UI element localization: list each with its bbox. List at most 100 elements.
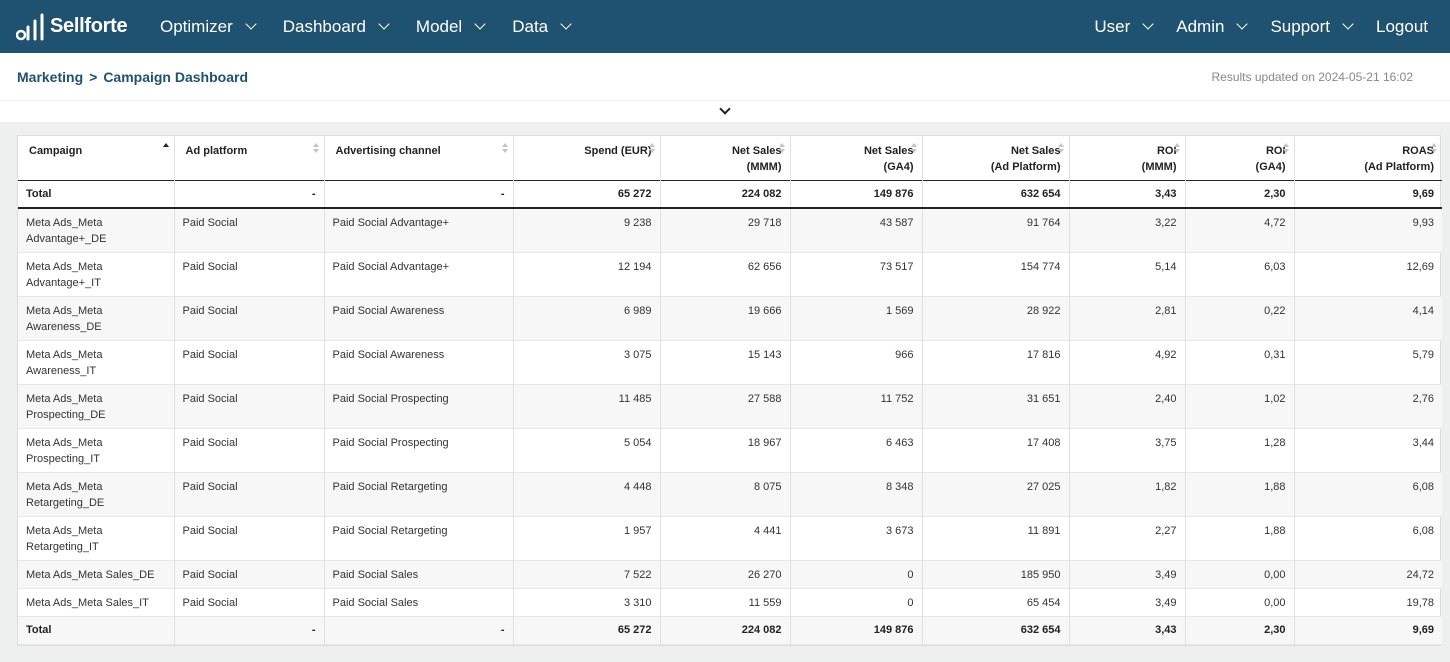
table-row[interactable]: Meta Ads_Meta Sales_IT Paid Social Paid … [18,588,1442,616]
cell-campaign: Meta Ads_Meta Awareness_DE [18,296,175,340]
table-row[interactable]: Meta Ads_Meta Retargeting_DE Paid Social … [18,472,1442,516]
cell-ad-platform: Paid Social [174,428,325,472]
total-roi-mmm: 3,43 [1069,616,1186,644]
cell-spend: 1 957 [513,516,661,560]
table-row[interactable]: Meta Ads_Meta Sales_DE Paid Social Paid … [18,560,1442,588]
cell-roi-ga4: 1,88 [1185,472,1295,516]
table-row[interactable]: Meta Ads_Meta Advantage+_DE Paid Social P… [18,208,1442,252]
cell-channel: Paid Social Awareness [324,340,514,384]
table-header-row: Campaign Ad platform Advertising channel… [18,136,1442,180]
cell-net-sales-mmm: 29 718 [660,208,791,252]
table-row[interactable]: Meta Ads_Meta Awareness_DE Paid Social Pa… [18,296,1442,340]
total-net-sales-mmm: 224 082 [660,616,791,644]
sellforte-logo[interactable]: Sellforte [0,13,150,41]
cell-roi-mmm: 4,92 [1069,340,1186,384]
cell-channel: Paid Social Prospecting [324,428,514,472]
chevron-down-icon[interactable] [719,103,731,115]
filter-collapse-bar [0,100,1450,122]
nav-optimizer-label: Optimizer [160,16,233,36]
table-row[interactable]: Meta Ads_Meta Retargeting_IT Paid Social … [18,516,1442,560]
cell-roi-ga4: 0,00 [1185,588,1295,616]
nav-dashboard[interactable]: Dashboard [273,0,398,53]
chevron-down-icon [1342,18,1354,30]
cell-net-sales-ad: 31 651 [922,384,1070,428]
cell-campaign: Meta Ads_Meta Awareness_IT [18,340,175,384]
cell-roi-ga4: 0,00 [1185,560,1295,588]
nav-admin[interactable]: Admin [1166,0,1256,53]
col-ns-mmm-line2: (MMM) [746,161,782,173]
logout-link[interactable]: Logout [1376,16,1428,36]
cell-roas: 9,93 [1412,217,1434,229]
col-advertising-channel[interactable]: Advertising channel [324,136,514,180]
cell-net-sales-ga4: 966 [790,340,923,384]
table-row[interactable]: Meta Ads_Meta Awareness_IT Paid Social Pa… [18,340,1442,384]
cell-roi-mmm: 2,40 [1069,384,1186,428]
col-spend[interactable]: Spend (EUR) [513,136,661,180]
breadcrumb-separator: > [89,68,98,85]
campaign-line2: Retargeting_DE [26,496,105,509]
col-ad-platform[interactable]: Ad platform [174,136,325,180]
cell-roi-mmm: 3,49 [1069,560,1186,588]
campaign-line1: Meta Ads_Meta [26,436,103,449]
col-ns-ad-line2: (Ad Platform) [990,161,1061,173]
cell-roas: 5,79 [1412,348,1434,361]
campaign-line2: Advantage+_DE [26,233,107,245]
cell-roi-ga4: 1,28 [1185,428,1295,472]
cell-channel: Paid Social Advantage+ [324,208,514,252]
col-roi-mmm-line1: ROI [1156,145,1177,157]
chevron-down-icon [560,18,572,30]
cell-campaign: Meta Ads_Meta Advantage+_IT [18,252,175,296]
cell-ad-platform: Paid Social [174,472,325,516]
cell-ad-platform: Paid Social [174,384,325,428]
cell-net-sales-ga4: 73 517 [790,252,923,296]
nav-support[interactable]: Support [1260,0,1362,53]
col-ns-ad-line1: Net Sales [1010,145,1061,157]
campaign-table: Campaign Ad platform Advertising channel… [18,136,1442,645]
total-roi-ga4: 2,30 [1185,180,1295,208]
nav-user[interactable]: User [1084,0,1162,53]
campaign-line2: Retargeting_IT [26,540,99,553]
cell-net-sales-mmm: 27 588 [660,384,791,428]
cell-campaign: Meta Ads_Meta Prospecting_DE [18,384,175,428]
total-spend: 65 272 [513,180,661,208]
col-roas[interactable]: ROAS (Ad Platform) [1294,136,1442,180]
total-net-sales-mmm: 224 082 [660,180,791,208]
col-roi-mmm[interactable]: ROI (MMM) [1069,136,1186,180]
cell-roi-mmm: 3,22 [1069,208,1186,252]
col-campaign[interactable]: Campaign [18,136,175,180]
cell-campaign: Meta Ads_Meta Advantage+_DE [18,208,175,252]
col-net-sales-mmm[interactable]: Net Sales (MMM) [660,136,791,180]
table-row[interactable]: Meta Ads_Meta Advantage+_IT Paid Social P… [18,252,1442,296]
main-nav: Optimizer Dashboard Model Data [150,0,588,53]
cell-net-sales-ga4: 8 348 [790,472,923,516]
cell-net-sales-ga4: 0 [790,588,923,616]
cell-net-sales-ad: 17 816 [922,340,1070,384]
chevron-down-icon [1142,18,1154,30]
table-row[interactable]: Meta Ads_Meta Prospecting_DE Paid Social … [18,384,1442,428]
col-net-sales-ga4[interactable]: Net Sales (GA4) [790,136,923,180]
cell-channel: Paid Social Awareness [324,296,514,340]
col-roas-line1: ROAS [1402,145,1434,157]
cell-spend: 9 238 [513,208,661,252]
cell-net-sales-ad: 27 025 [922,472,1070,516]
nav-data-label: Data [512,16,549,36]
sellforte-logo-icon [16,13,44,40]
col-net-sales-ad-platform[interactable]: Net Sales (Ad Platform) [922,136,1070,180]
cell-net-sales-ga4: 3 673 [790,516,923,560]
nav-optimizer[interactable]: Optimizer [150,0,265,53]
nav-data[interactable]: Data [502,0,580,53]
total-net-sales-ga4: 149 876 [790,180,923,208]
campaign-line1: Meta Ads_Meta [26,524,103,537]
nav-model[interactable]: Model [406,0,494,53]
cell-roas: 4,14 [1412,304,1434,317]
cell-roi-mmm: 2,27 [1069,516,1186,560]
total-roas: 9,69 [1412,187,1434,200]
cell-ad-platform: Paid Social [174,252,325,296]
total-label: Total [18,180,175,208]
col-spend-label: Spend (EUR) [584,145,652,157]
col-roi-ga4[interactable]: ROI (GA4) [1185,136,1295,180]
table-row[interactable]: Meta Ads_Meta Prospecting_IT Paid Social … [18,428,1442,472]
chevron-down-icon [378,18,390,30]
breadcrumb-marketing[interactable]: Marketing [17,68,84,85]
cell-ad-platform: Paid Social [174,588,325,616]
